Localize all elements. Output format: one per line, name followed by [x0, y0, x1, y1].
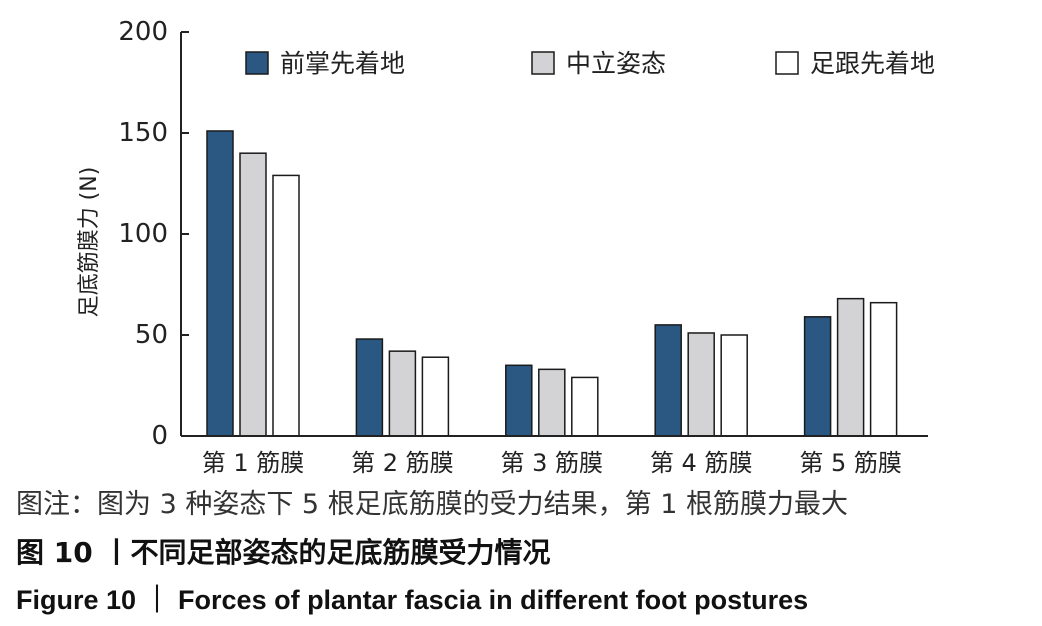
x-tick-label: 第 1 筋膜 [202, 449, 305, 477]
bar [355, 338, 384, 437]
y-tick-label: 50 [135, 320, 168, 350]
bar [571, 376, 599, 437]
legend-label: 前掌先着地 [280, 49, 405, 78]
y-ticks: 0 50 100 150 200 [118, 17, 189, 451]
bar [538, 368, 566, 437]
legend-swatch [531, 51, 555, 75]
legend-label: 中立姿态 [566, 49, 666, 78]
bar [505, 364, 533, 437]
x-tick-label: 第 4 筋膜 [650, 449, 753, 477]
legend: 前掌先着地 中立姿态 足跟先着地 [245, 49, 935, 78]
bar [720, 334, 748, 437]
bar [803, 316, 832, 437]
bar [239, 152, 267, 437]
bars-layer [206, 130, 898, 437]
y-tick-label: 100 [118, 219, 168, 249]
bar-chart: 足底筋膜力 (N) 0 50 100 150 200 第 1 筋膜 第 2 筋膜 第 3 筋… [77, 17, 935, 477]
y-tick-label: 200 [118, 17, 168, 47]
bar [869, 301, 898, 437]
legend-label: 足跟先着地 [810, 49, 935, 78]
bar [421, 356, 450, 437]
legend-swatch [775, 51, 799, 75]
figure-title-zh: 图 10 丨不同足部姿态的足底筋膜受力情况 [16, 536, 551, 569]
x-tick-label: 第 5 筋膜 [799, 449, 902, 477]
bar [836, 297, 865, 437]
figure-note: 图注：图为 3 种姿态下 5 根足底筋膜的受力结果，第 1 根筋膜力最大 [16, 489, 849, 520]
figure-title-en: Figure 10 ｜ Forces of plantar fascia in … [16, 585, 809, 615]
bar [206, 130, 234, 437]
bar [388, 350, 417, 437]
x-tick-label: 第 3 筋膜 [501, 449, 604, 477]
x-tick-label: 第 2 筋膜 [351, 449, 454, 477]
y-axis-label: 足底筋膜力 (N) [77, 167, 102, 318]
bar [654, 324, 682, 437]
y-tick-label: 0 [151, 421, 168, 451]
legend-swatch [245, 51, 269, 75]
bar [272, 174, 300, 437]
bar [687, 332, 715, 437]
y-tick-label: 150 [118, 118, 168, 148]
x-tick-labels: 第 1 筋膜 第 2 筋膜 第 3 筋膜 第 4 筋膜 第 5 筋膜 [202, 449, 902, 477]
